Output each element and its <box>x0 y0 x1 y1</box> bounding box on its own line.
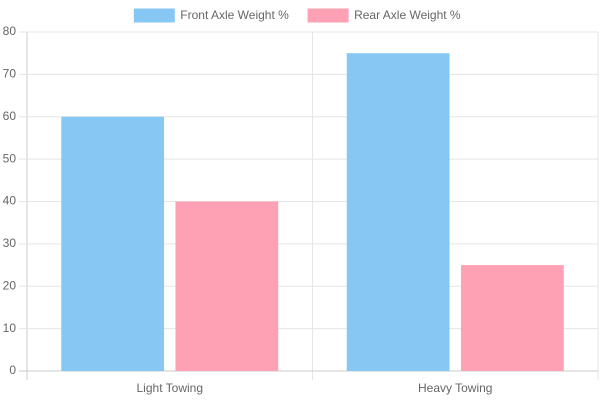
x-tick-label: Light Towing <box>137 381 204 395</box>
y-tick-label: 50 <box>3 151 17 165</box>
y-tick-label: 30 <box>3 236 17 250</box>
bar <box>61 116 165 371</box>
y-tick-label: 20 <box>3 278 17 292</box>
legend-label: Front Axle Weight % <box>180 8 289 22</box>
y-tick-label: 0 <box>9 363 16 377</box>
legend-swatch <box>307 8 349 23</box>
bar <box>175 201 279 371</box>
y-tick-label: 40 <box>3 194 17 208</box>
y-tick-label: 10 <box>3 321 17 335</box>
y-tick-label: 80 <box>3 24 17 38</box>
y-tick-label: 60 <box>3 109 17 123</box>
legend-label: Rear Axle Weight % <box>354 8 461 22</box>
bar <box>460 265 564 371</box>
legend-swatch <box>133 8 175 23</box>
y-tick-label: 70 <box>3 67 17 81</box>
x-tick-label: Heavy Towing <box>418 381 492 395</box>
bar <box>346 53 450 371</box>
